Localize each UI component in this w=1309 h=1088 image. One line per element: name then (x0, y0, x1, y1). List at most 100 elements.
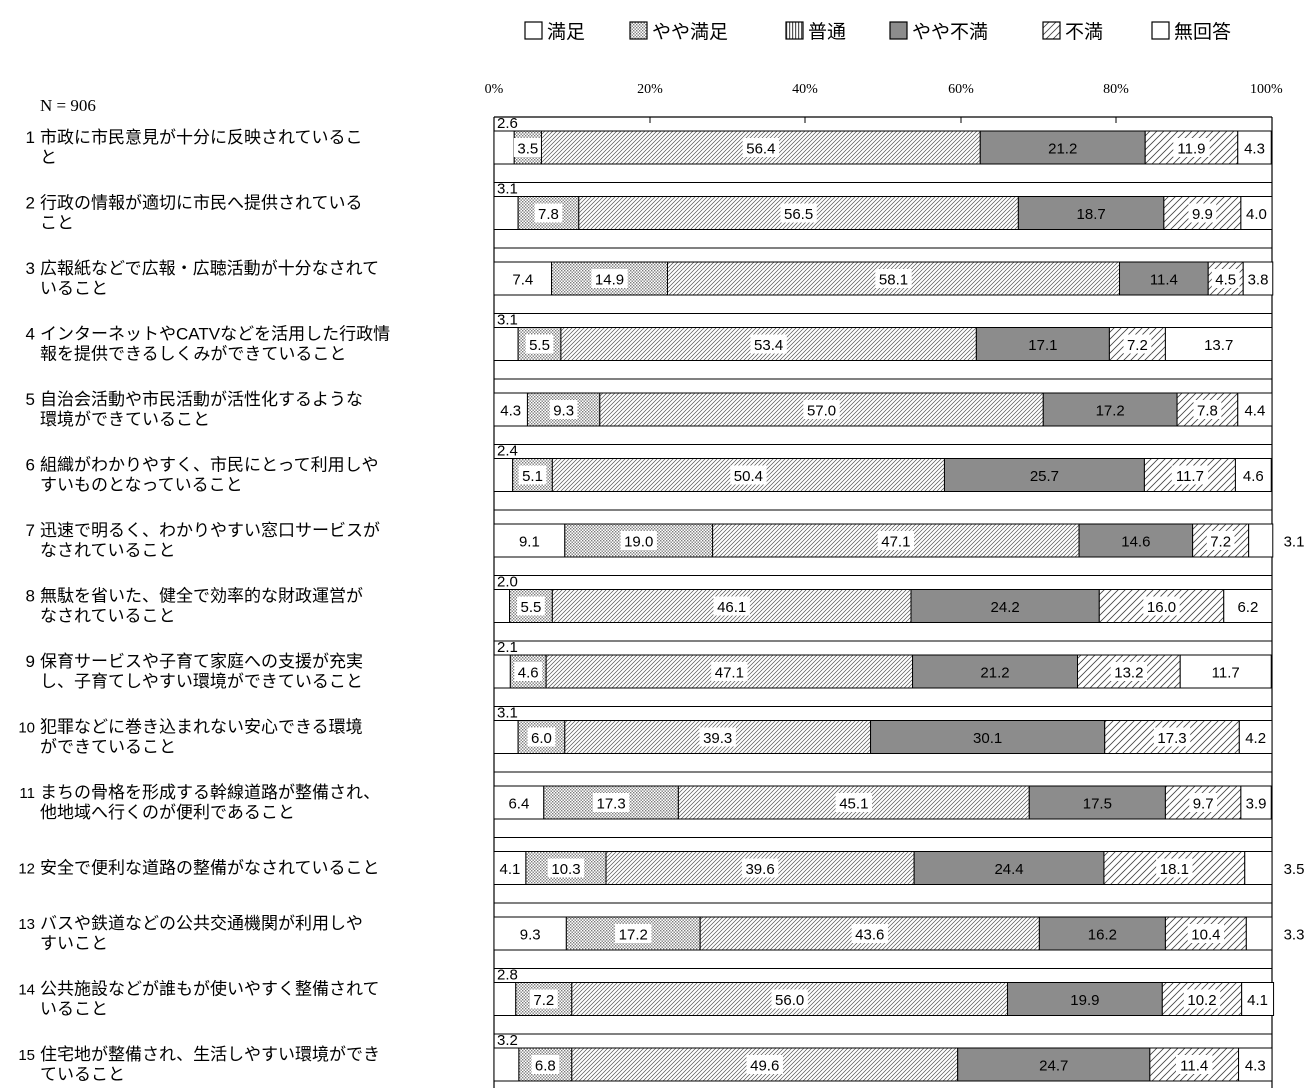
category-label: 自治会活動や市民活動が活性化するような (40, 390, 363, 409)
category-label: なされていること (40, 607, 176, 626)
data-label: 47.1 (881, 534, 910, 551)
category-number: 10 (18, 720, 35, 737)
bar-segment (1237, 392, 1273, 427)
category-label: 組織がわかりやすく、市民にとって利用しや (40, 456, 378, 475)
data-label: 17.5 (1083, 796, 1112, 813)
data-label: 14.6 (1121, 534, 1150, 551)
category-label: 環境ができていること (40, 410, 210, 429)
data-label: 11.4 (1150, 272, 1178, 289)
data-label: 10.3 (551, 861, 580, 878)
category-number: 3 (26, 259, 35, 278)
legend-label: 普通 (808, 21, 846, 43)
data-label-background (835, 793, 873, 812)
data-label: 21.2 (1048, 141, 1077, 158)
bar-segment (517, 720, 566, 754)
x-tick-label: 20% (637, 82, 663, 97)
data-label: 56.4 (746, 141, 775, 158)
bar-segment (493, 458, 514, 492)
data-label-background (529, 989, 558, 1009)
bar-segment (526, 392, 601, 427)
data-label: 57.0 (807, 403, 836, 420)
data-label: 3.1 (497, 181, 518, 198)
data-label: 3.9 (1246, 796, 1267, 813)
bar-segment (493, 654, 511, 689)
category-label: こと (40, 214, 74, 233)
data-label: 4.3 (1245, 1058, 1266, 1075)
data-label-background (615, 924, 652, 943)
data-label-background (1211, 269, 1240, 288)
legend-label: 無回答 (1174, 21, 1231, 43)
bar-segment (1248, 523, 1274, 558)
data-label: 17.3 (596, 796, 625, 813)
data-label-background (517, 596, 545, 616)
data-label: 2.4 (497, 443, 518, 460)
data-label-background (1189, 793, 1218, 812)
data-label-background (750, 334, 787, 354)
category-label: 無駄を省いた、健全で効率的な財政運営が (40, 587, 363, 606)
data-label: 5.1 (522, 468, 543, 485)
data-label: 4.4 (1244, 403, 1265, 420)
data-label: 11.4 (1180, 1058, 1208, 1075)
data-label: 9.9 (1192, 206, 1213, 223)
bar-segment (1238, 1047, 1273, 1082)
data-label: 10.4 (1191, 927, 1220, 944)
x-tick-label: 80% (1103, 82, 1129, 97)
bar-segment (910, 589, 1100, 623)
data-label: 17.3 (1157, 730, 1186, 747)
data-label: 18.1 (1160, 861, 1189, 878)
data-label: 2.1 (497, 639, 518, 656)
data-label: 4.1 (1247, 992, 1268, 1009)
data-label: 7.2 (533, 992, 554, 1009)
data-label: 19.0 (624, 534, 653, 551)
data-label: 24.2 (991, 599, 1020, 616)
data-label-background (620, 531, 657, 550)
bar-segment (975, 327, 1110, 361)
bar-segment (1237, 130, 1272, 165)
data-label: 9.3 (520, 927, 541, 944)
legend-swatch (524, 21, 543, 40)
bar-segment (1042, 392, 1178, 427)
category-number: 9 (26, 652, 35, 671)
data-label: 11.7 (1212, 665, 1240, 682)
category-number: 4 (26, 325, 35, 344)
bar-segment (1161, 982, 1243, 1016)
data-label: 3.1 (497, 705, 518, 722)
data-label-background (1206, 531, 1235, 550)
data-label: 24.4 (994, 861, 1023, 878)
data-label: 3.3 (1284, 927, 1305, 944)
bar-segment (957, 1047, 1151, 1082)
category-label: すいものとなっていること (40, 476, 243, 495)
bar-segment (517, 327, 562, 361)
category-label: 広報紙などで広報・広聴活動が十分なされて (40, 259, 379, 278)
data-label-background (803, 400, 840, 419)
data-label: 6.0 (531, 730, 552, 747)
data-label: 4.2 (1245, 730, 1266, 747)
data-label-background (549, 400, 578, 419)
bar-segment (1234, 458, 1272, 492)
bar-segment (493, 851, 527, 885)
data-label-background (1110, 662, 1148, 681)
category-label: すいこと (40, 934, 108, 953)
data-label-background (1183, 989, 1221, 1009)
data-label: 9.7 (1193, 796, 1214, 813)
data-label: 56.0 (775, 992, 804, 1009)
bar-segment (493, 589, 511, 623)
data-label: 13.7 (1204, 337, 1233, 354)
data-label-background (875, 269, 912, 288)
data-label-background (531, 1055, 560, 1074)
data-label: 13.2 (1114, 665, 1143, 682)
bar-segment (493, 523, 566, 558)
bar-segment (943, 458, 1145, 492)
category-label: ていること (40, 1065, 125, 1084)
bars: 3.5 56.4 21.2 11.9 4.3 2.6 7.8 56.5 18.7 9.9 4.0 3.… (493, 115, 1305, 1082)
data-label: 11.9 (1177, 141, 1205, 158)
data-label-background (1123, 334, 1152, 354)
bar-segment (493, 785, 545, 820)
data-label-background (713, 596, 750, 616)
category-label: 公共施設などが誰もが使いやすく整備されて (40, 979, 380, 999)
legend-swatch (1042, 21, 1061, 40)
legend-label: 不満 (1065, 21, 1103, 43)
data-label: 4.6 (518, 665, 539, 682)
legend-swatch (629, 21, 648, 40)
bar-segment (493, 982, 517, 1016)
